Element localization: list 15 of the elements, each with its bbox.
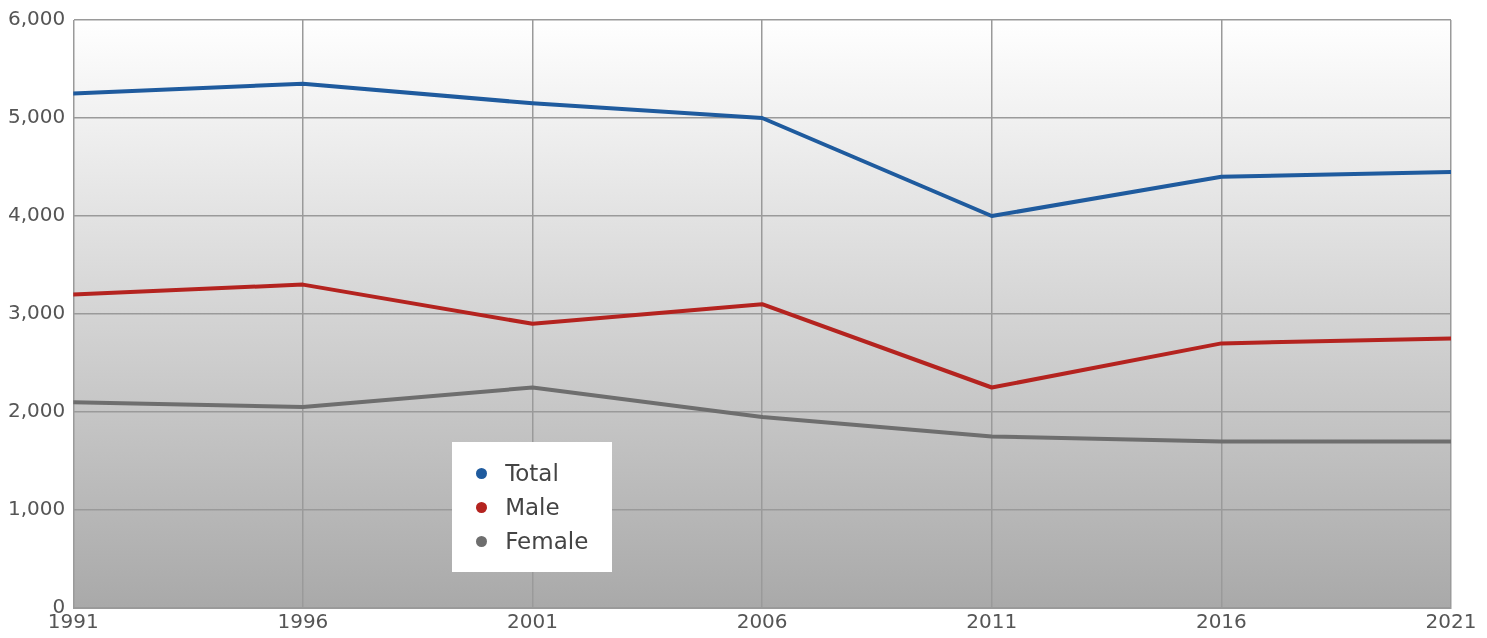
legend-label: Male xyxy=(505,494,560,520)
x-tick-label: 1996 xyxy=(277,609,329,634)
y-tick-label: 1,000 xyxy=(7,496,66,521)
legend-label: Female xyxy=(505,528,589,554)
y-tick-label: 4,000 xyxy=(7,202,66,227)
x-tick-label: 2011 xyxy=(966,609,1018,634)
y-tick-label: 2,000 xyxy=(7,398,66,423)
legend-label: Total xyxy=(505,460,559,486)
y-tick-label: 6,000 xyxy=(7,6,66,31)
x-tick-label: 2001 xyxy=(507,609,558,634)
x-tick-label: 2006 xyxy=(736,609,788,634)
x-tick-label: 2021 xyxy=(1425,609,1477,634)
x-tick-label: 2016 xyxy=(1195,609,1247,634)
y-tick-label: 5,000 xyxy=(7,104,66,129)
y-tick-label: 3,000 xyxy=(7,300,66,325)
